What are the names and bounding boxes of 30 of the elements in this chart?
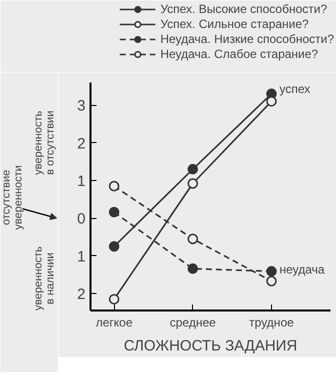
point [188,178,198,189]
point [108,206,120,218]
legend-label: Успех. Сильное старание? [160,17,309,31]
x-axis-title: СЛОЖНОСТЬ ЗАДАНИЯ [124,338,298,354]
point [188,263,198,274]
point [188,164,198,174]
x-tick-label: трудное [249,316,294,330]
y-tick-label: 1 [77,248,86,266]
point [266,276,277,286]
y-tick-label: 3 [77,98,86,115]
legend-label: Неудача. Низкие способности? [160,32,334,46]
text: уверенность в отсутствии [32,110,56,175]
annotation: успех [279,82,310,96]
y-tick-label: 1 [77,172,86,190]
text: отсутствие уверенности [0,165,24,230]
x-tick-label: среднее [170,316,216,330]
point [266,96,277,107]
legend-label: Успех. Высокие способности? [160,2,328,16]
point [266,266,277,277]
text: уверенность в наличии [32,246,56,311]
point [188,234,198,244]
y-tick-label: 0 [77,210,86,228]
x-tick-label: легкое [96,316,133,330]
annotation: неудача [279,262,325,277]
point [108,180,120,192]
legend-label: Неудача. Слабое старание? [160,47,318,61]
point [108,241,120,252]
point [108,294,120,304]
y-tick-label: 2 [77,135,86,152]
y-tick-label: 2 [77,286,86,304]
